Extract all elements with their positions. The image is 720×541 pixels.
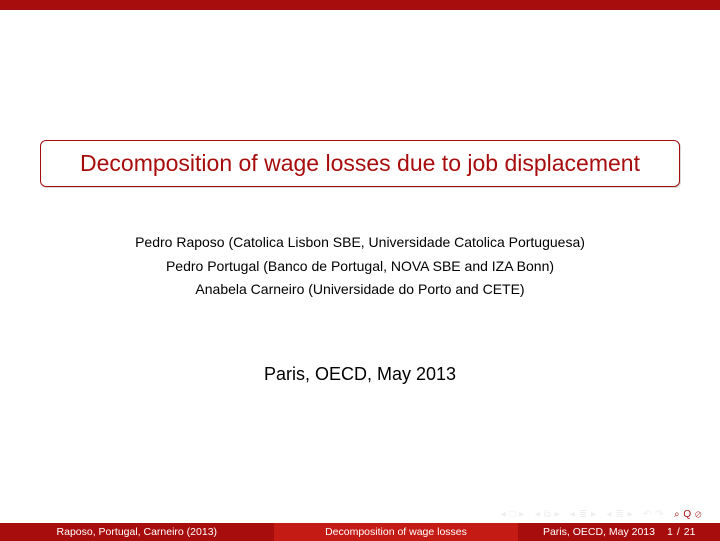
slide-title: Decomposition of wage losses due to job … [40, 140, 680, 187]
title-block: Decomposition of wage losses due to job … [40, 140, 680, 187]
author-list: Pedro Raposo (Catolica Lisbon SBE, Unive… [135, 231, 585, 302]
nav-frame-icon[interactable]: ◂ □ ▸ [501, 509, 525, 520]
page-total: 21 [684, 526, 696, 538]
venue-line: Paris, OECD, May 2013 [264, 364, 456, 385]
slide-content: Decomposition of wage losses due to job … [0, 10, 720, 505]
page-separator: / [677, 526, 680, 538]
footline-title-text: Decomposition of wage losses [325, 526, 467, 538]
nav-subsection-icon[interactable]: ◂ ⧉ ▸ [535, 509, 560, 520]
author-line: Pedro Raposo (Catolica Lisbon SBE, Unive… [135, 231, 585, 255]
nav-section-prev-icon[interactable]: ◂ ≣ ▸ [570, 509, 596, 520]
nav-back-forward-icon[interactable]: ↶ ↷ [643, 509, 664, 520]
footline-authors-text: Raposo, Portugal, Carneiro (2013) [57, 526, 218, 538]
footline: Raposo, Portugal, Carneiro (2013) Decomp… [0, 523, 720, 541]
header-bar [0, 0, 720, 10]
footline-authors: Raposo, Portugal, Carneiro (2013) [0, 523, 274, 541]
nav-symbol-row: ◂ □ ▸ ◂ ⧉ ▸ ◂ ≣ ▸ ◂ ≣ ▸ ↶ ↷ ⌕ Q ⊘ [0, 505, 720, 523]
footline-date-text: Paris, OECD, May 2013 [543, 526, 655, 538]
footline-date-page: Paris, OECD, May 2013 1 / 21 [518, 523, 720, 541]
page-current: 1 [667, 526, 673, 538]
page-counter: 1 / 21 [667, 526, 695, 538]
author-line: Pedro Portugal (Banco de Portugal, NOVA … [135, 255, 585, 279]
author-line: Anabela Carneiro (Universidade do Porto … [135, 278, 585, 302]
nav-search-icon[interactable]: ⌕ Q ⊘ [674, 509, 702, 520]
nav-section-next-icon[interactable]: ◂ ≣ ▸ [607, 509, 633, 520]
footline-title: Decomposition of wage losses [274, 523, 519, 541]
